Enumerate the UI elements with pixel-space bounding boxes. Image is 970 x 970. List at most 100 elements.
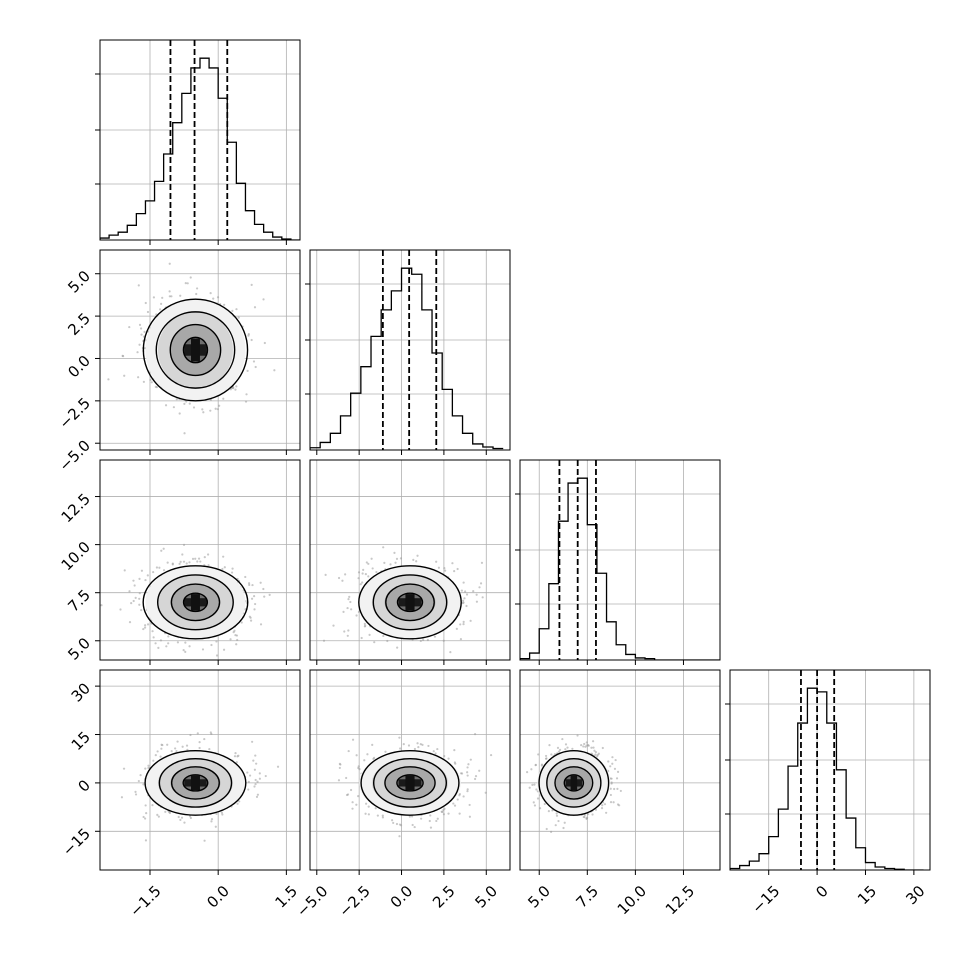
sample-point: [189, 276, 192, 279]
sample-point: [254, 754, 257, 757]
sample-point: [402, 743, 405, 746]
sample-point: [252, 595, 256, 598]
sample-point: [233, 755, 237, 758]
sample-point: [154, 642, 157, 645]
sample-point: [233, 629, 236, 632]
contour-line: [385, 583, 435, 622]
contour-line: [169, 323, 222, 377]
sample-point: [466, 771, 469, 774]
sample-point: [473, 733, 477, 736]
sample-point: [196, 560, 199, 563]
sample-point: [555, 812, 558, 815]
sample-point: [587, 743, 590, 747]
sample-point: [351, 738, 355, 741]
sample-point: [182, 543, 186, 547]
sample-point: [347, 749, 350, 753]
sample-point: [134, 596, 137, 599]
sample-point: [144, 767, 147, 770]
x-tick-label: −15: [748, 882, 783, 917]
sample-point: [159, 308, 162, 311]
sample-point: [188, 402, 191, 405]
sample-point: [137, 284, 140, 287]
sample-point: [140, 333, 143, 336]
sample-point: [251, 583, 254, 587]
sample-point: [603, 803, 607, 806]
sample-point: [429, 814, 432, 817]
y-tick-label: 7.5: [64, 586, 94, 616]
sample-point: [254, 365, 257, 369]
panel-frame: [99, 669, 301, 871]
sample-point: [160, 743, 163, 746]
sample-point: [399, 557, 403, 560]
sample-point: [236, 638, 239, 642]
sample-point: [253, 768, 256, 771]
sample-point: [144, 301, 147, 305]
sample-point: [587, 813, 590, 816]
sample-point: [262, 587, 265, 591]
sample-point: [171, 563, 174, 566]
sample-point: [466, 790, 469, 793]
sample-point: [128, 621, 132, 624]
sample-point: [251, 740, 254, 743]
sample-point: [474, 775, 478, 778]
sample-point: [536, 790, 539, 793]
sample-point: [386, 639, 389, 643]
panel-frame: [519, 669, 721, 871]
sample-point: [142, 627, 145, 631]
sample-point: [384, 750, 387, 753]
y-tick-label: 30: [68, 679, 94, 705]
density-core: [405, 594, 415, 611]
contour-line: [158, 758, 233, 808]
sample-point: [259, 581, 262, 584]
sample-point: [236, 802, 239, 805]
sample-point: [120, 796, 124, 799]
sample-point: [203, 737, 206, 741]
sample-point: [374, 807, 377, 810]
sample-point: [616, 770, 620, 774]
sample-point: [159, 639, 163, 642]
sample-point: [168, 295, 171, 298]
sample-point: [341, 579, 344, 582]
sample-point: [183, 821, 186, 824]
sample-point: [468, 815, 471, 818]
sample-point: [183, 432, 186, 435]
sample-point: [392, 821, 395, 825]
sample-point: [435, 560, 438, 563]
sample-point: [594, 808, 598, 811]
sample-point: [165, 645, 168, 648]
sample-point: [149, 378, 152, 382]
sample-point: [558, 748, 562, 751]
density-core: [190, 594, 200, 611]
sample-point: [254, 783, 257, 786]
sample-point: [244, 400, 248, 403]
sample-point: [349, 788, 353, 792]
sample-point: [201, 408, 204, 411]
sample-point: [138, 597, 141, 600]
sample-point: [416, 554, 419, 557]
sample-point: [202, 411, 205, 414]
sample-point: [346, 634, 349, 637]
y-tick-label: −2.5: [56, 394, 94, 432]
sample-point: [161, 296, 164, 299]
sample-point: [381, 814, 384, 817]
sample-point: [189, 733, 192, 737]
sample-point: [255, 795, 259, 798]
sample-point: [222, 397, 225, 400]
sample-point: [411, 815, 414, 818]
contour-line: [546, 758, 602, 808]
sample-point: [151, 630, 154, 633]
sample-point: [176, 641, 180, 644]
joint-panel-1-3: −5.0 −2.5 0.0 2.5 5.0: [293, 669, 511, 921]
sample-point: [220, 811, 223, 814]
sample-point: [455, 627, 458, 630]
sample-point: [355, 614, 358, 617]
sample-point: [215, 640, 218, 643]
sample-point: [199, 560, 202, 563]
sample-point: [184, 641, 187, 644]
sample-point: [166, 743, 169, 746]
sample-point: [398, 835, 401, 838]
sample-point: [252, 759, 255, 762]
sample-point: [139, 327, 143, 330]
sample-point: [185, 400, 188, 403]
sample-point: [203, 839, 206, 842]
